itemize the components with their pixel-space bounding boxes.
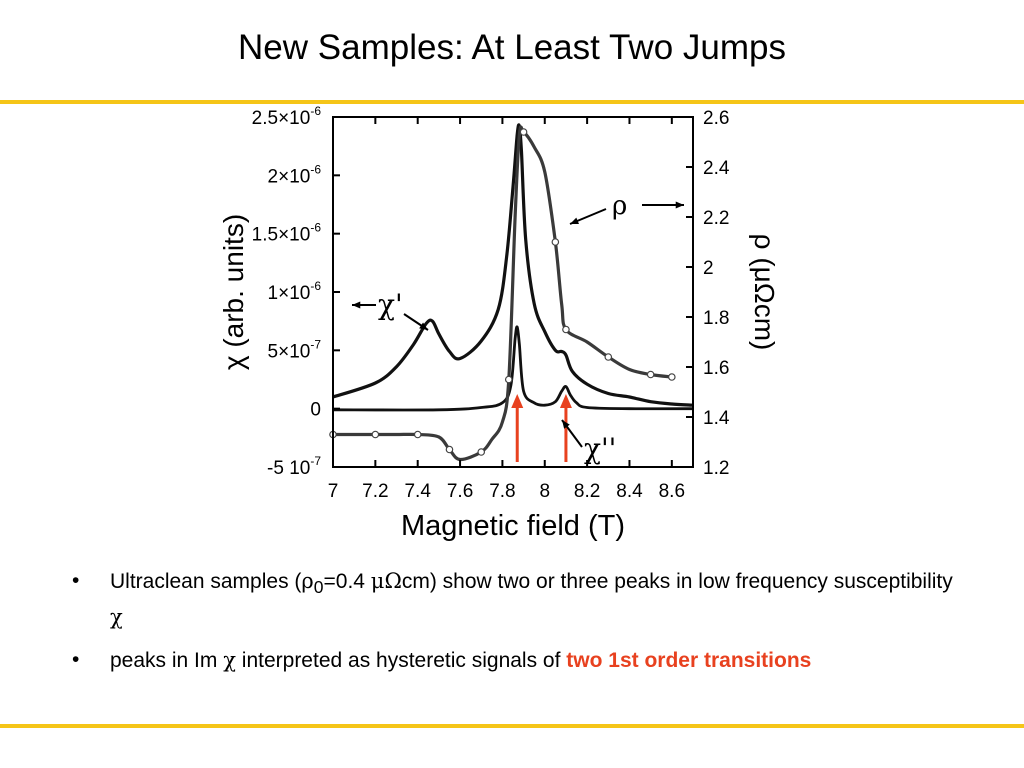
bullet-text: interpreted as hysteretic signals of: [235, 649, 567, 673]
chi-double-prime-label: χ'': [584, 432, 616, 465]
bullet-text: Ultraclean samples (: [110, 570, 302, 593]
tick-mantissa: 1.5×10: [252, 225, 311, 246]
x-tick-label: 7.2: [362, 481, 388, 502]
y-right-tick-label: 2.2: [703, 208, 729, 229]
x-tick-label: 8.6: [659, 481, 685, 502]
tick-exponent: -7: [310, 337, 321, 351]
rho-data-point: [604, 353, 613, 361]
x-tick-label: 7.6: [447, 481, 473, 502]
y-left-tick-label: -5 10-7: [267, 454, 321, 479]
x-tick-label: 7: [328, 481, 339, 502]
tick-mantissa: 2.5×10: [252, 108, 311, 129]
tick-exponent: -6: [310, 162, 321, 176]
tick-exponent: -6: [310, 104, 321, 118]
chart-annotations: χ' χ'' ρ: [352, 191, 684, 465]
y-right-tick-label: 2.6: [703, 108, 729, 129]
y-left-tick-label: 5×10-7: [268, 337, 322, 362]
y-left-tick-label: 1×10-6: [268, 279, 322, 304]
tick-exponent: -7: [310, 454, 321, 468]
rho-data-point: [646, 370, 655, 379]
y-left-axis-title: χ (arb. units): [218, 214, 249, 370]
rho-label: ρ: [612, 191, 627, 221]
subscript-zero: 0: [313, 577, 324, 598]
bullet-dot: •: [72, 569, 80, 592]
bullet-dot: •: [72, 648, 80, 672]
tick-exponent: -6: [310, 279, 321, 293]
rho-data-point: [445, 445, 454, 454]
y-right-tick-label: 1.4: [703, 408, 730, 429]
y-left-tick-label: 0: [310, 400, 321, 421]
transition-marker-arrowhead: [559, 394, 572, 408]
rho-data-point: [519, 128, 528, 136]
chi-double-prime-arrow-head: [562, 420, 570, 429]
bullet-item-peaks: • peaks in Im χ interpreted as hystereti…: [70, 645, 970, 676]
tick-mantissa: 5×10: [268, 341, 311, 362]
chart-plot-area: [329, 123, 694, 462]
rho-arrow-left-head: [570, 217, 579, 225]
bullet-item-samples: • Ultraclean samples (ρ0=0.4 μΩcm) show …: [70, 566, 970, 633]
rho-data-point: [477, 448, 486, 456]
tick-mantissa: 1×10: [268, 283, 311, 304]
bullet-text: =0.4: [323, 570, 371, 593]
bullet-text: cm) show two or three peaks in low frequ…: [401, 570, 953, 593]
y-right-tick-label: 1.6: [703, 358, 729, 379]
x-tick-label: 8.4: [616, 481, 643, 502]
x-tick-label: 7.8: [489, 481, 515, 502]
chi-prime-arrow-to-curve-head: [419, 322, 428, 330]
bottom-divider: [0, 724, 1024, 728]
tick-mantissa: 2×10: [268, 166, 311, 187]
x-axis-title: Magnetic field (T): [401, 510, 625, 542]
bullet-text: peaks in Im: [110, 649, 224, 673]
y-right-tick-label: 2: [703, 258, 714, 279]
y-left-tick-label: 2×10-6: [268, 162, 322, 187]
rho-arrow-right-head: [675, 201, 684, 209]
y-right-tick-label: 1.2: [703, 458, 729, 479]
rho-data-point: [413, 430, 422, 439]
rho-data-point: [668, 373, 676, 381]
slide-title: New Samples: At Least Two Jumps: [238, 28, 786, 67]
x-tick-label: 8: [539, 481, 550, 502]
chi-symbol: χ: [223, 648, 236, 673]
y-left-tick-label: 2.5×10-6: [252, 104, 322, 129]
y-left-tick-label: 1.5×10-6: [252, 221, 322, 246]
tick-mantissa: -5 10: [267, 458, 310, 479]
chart: 7 7.2 7.4 7.6 7.8 8 8.2 8.4 8.62.5×10-62×10-61.5…: [218, 104, 780, 542]
transition-marker-arrowhead: [511, 394, 524, 408]
x-tick-label: 8.2: [574, 481, 600, 502]
rho-data-point: [504, 375, 513, 384]
tick-mantissa: 0: [310, 400, 321, 421]
top-divider: [0, 100, 1024, 104]
mu-omega-symbol: μΩ: [370, 569, 402, 593]
chi-double-prime-line: [332, 325, 694, 412]
chi-symbol: χ: [110, 605, 123, 630]
rho-data-point: [562, 325, 570, 334]
x-tick-label: 7.4: [404, 481, 431, 502]
rho-symbol: ρ: [301, 569, 314, 593]
rho-data-point: [371, 430, 380, 439]
y-right-axis-title: ρ (μΩcm): [749, 234, 780, 351]
y-right-tick-label: 1.8: [703, 308, 729, 329]
tick-exponent: -6: [310, 221, 321, 235]
chi-prime-label: χ': [378, 288, 403, 321]
bullet-list: • Ultraclean samples (ρ0=0.4 μΩcm) show …: [70, 566, 970, 688]
rho-data-point: [551, 238, 560, 246]
highlighted-text: two 1st order transitions: [566, 649, 812, 673]
chi-prime-arrow-left-head: [352, 301, 361, 309]
y-right-tick-label: 2.4: [703, 158, 730, 179]
chart-axes: 7 7.2 7.4 7.6 7.8 8 8.2 8.4 8.62.5×10-62×10-61.5…: [218, 104, 780, 542]
